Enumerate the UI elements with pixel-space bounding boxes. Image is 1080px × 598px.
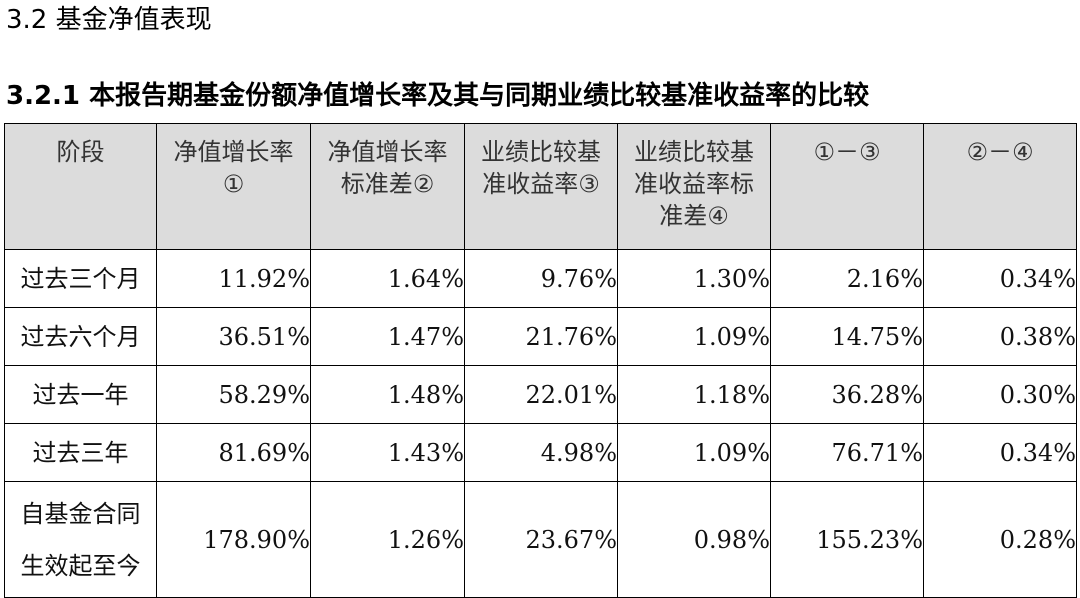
subsection-title: 3.2.1 本报告期基金份额净值增长率及其与同期业绩比较基准收益率的比较 — [6, 81, 870, 111]
cell-nav-growth: 11.92% — [156, 249, 311, 308]
header-line: 标准差② — [340, 170, 435, 198]
cell-diff-1-3: 14.75% — [770, 307, 924, 366]
cell-nav-std: 1.64% — [310, 249, 465, 308]
cell-benchmark-std: 1.09% — [617, 307, 771, 366]
cell-benchmark-std: 1.18% — [617, 365, 771, 424]
cell-benchmark-return: 4.98% — [464, 423, 618, 482]
row-label-line: 过去三年 — [32, 438, 129, 467]
cell-benchmark-std: 1.09% — [617, 423, 771, 482]
cell-nav-std: 1.47% — [310, 307, 465, 366]
row-label: 过去三年 — [4, 423, 157, 482]
header-line: 准收益率③ — [482, 170, 600, 198]
header-line: ① — [222, 170, 245, 198]
col-header-period: 阶段 — [4, 123, 157, 250]
cell-benchmark-return: 9.76% — [464, 249, 618, 308]
cell-diff-2-4: 0.38% — [923, 307, 1077, 366]
section-title: 3.2 基金净值表现 — [6, 5, 212, 35]
row-label: 自基金合同 生效起至今 — [4, 481, 157, 598]
table-row: 过去三年 81.69% 1.43% 4.98% 1.09% 76.71% 0.3… — [4, 423, 1077, 482]
table-row: 过去一年 58.29% 1.48% 22.01% 1.18% 36.28% 0.… — [4, 365, 1077, 424]
header-line: 业绩比较基 — [481, 138, 601, 166]
cell-diff-1-3: 155.23% — [770, 481, 924, 598]
cell-benchmark-return: 23.67% — [464, 481, 618, 598]
cell-diff-2-4: 0.30% — [923, 365, 1077, 424]
cell-benchmark-std: 1.30% — [617, 249, 771, 308]
cell-diff-2-4: 0.28% — [923, 481, 1077, 598]
row-label-line: 生效起至今 — [20, 551, 141, 580]
header-line: 准差④ — [659, 202, 729, 230]
cell-benchmark-std: 0.98% — [617, 481, 771, 598]
cell-diff-1-3: 76.71% — [770, 423, 924, 482]
header-line: ①－③ — [813, 138, 881, 166]
col-header-diff-1-3: ①－③ — [770, 123, 924, 250]
cell-benchmark-return: 22.01% — [464, 365, 618, 424]
cell-diff-1-3: 2.16% — [770, 249, 924, 308]
cell-nav-growth: 81.69% — [156, 423, 311, 482]
header-line: 净值增长率 — [327, 138, 448, 166]
cell-nav-growth: 178.90% — [156, 481, 311, 598]
cell-nav-growth: 36.51% — [156, 307, 311, 366]
row-label-line: 自基金合同 — [20, 499, 141, 528]
row-label-line: 过去三个月 — [20, 264, 141, 293]
row-label: 过去六个月 — [4, 307, 157, 366]
table-row: 过去三个月 11.92% 1.64% 9.76% 1.30% 2.16% 0.3… — [4, 249, 1077, 308]
table-header-row: 阶段 净值增长率 ① 净值增长率 标准差② 业绩比较基 准收益率③ 业绩比较基 … — [4, 123, 1077, 250]
header-line: 阶段 — [56, 138, 105, 166]
cell-diff-1-3: 36.28% — [770, 365, 924, 424]
header-line: 准收益率标 — [634, 170, 754, 198]
row-label: 过去三个月 — [4, 249, 157, 308]
cell-nav-std: 1.48% — [310, 365, 465, 424]
cell-nav-growth: 58.29% — [156, 365, 311, 424]
row-label-line: 过去六个月 — [20, 322, 141, 351]
col-header-nav-growth: 净值增长率 ① — [156, 123, 311, 250]
table-row: 过去六个月 36.51% 1.47% 21.76% 1.09% 14.75% 0… — [4, 307, 1077, 366]
header-line: ②－④ — [966, 138, 1034, 166]
cell-benchmark-return: 21.76% — [464, 307, 618, 366]
col-header-diff-2-4: ②－④ — [923, 123, 1077, 250]
nav-performance-table: 阶段 净值增长率 ① 净值增长率 标准差② 业绩比较基 准收益率③ 业绩比较基 … — [4, 123, 1077, 598]
table-row: 自基金合同 生效起至今 178.90% 1.26% 23.67% 0.98% 1… — [4, 481, 1077, 598]
header-line: 业绩比较基 — [634, 138, 754, 166]
header-line: 净值增长率 — [173, 138, 294, 166]
cell-diff-2-4: 0.34% — [923, 423, 1077, 482]
col-header-benchmark-std: 业绩比较基 准收益率标 准差④ — [617, 123, 771, 250]
cell-diff-2-4: 0.34% — [923, 249, 1077, 308]
row-label-line: 过去一年 — [32, 380, 129, 409]
col-header-nav-std: 净值增长率 标准差② — [310, 123, 465, 250]
row-label: 过去一年 — [4, 365, 157, 424]
col-header-benchmark-return: 业绩比较基 准收益率③ — [464, 123, 618, 250]
cell-nav-std: 1.43% — [310, 423, 465, 482]
cell-nav-std: 1.26% — [310, 481, 465, 598]
